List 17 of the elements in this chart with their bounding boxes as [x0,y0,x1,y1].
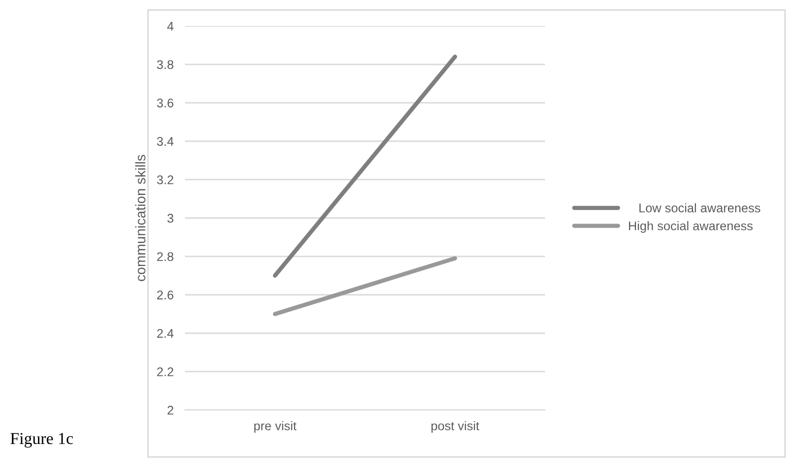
caption: Figure 1c [10,432,73,448]
y-tick-label: 3.4 [156,137,174,146]
legend-label: High social awareness [629,221,753,233]
y-tick-label: 3.6 [156,98,174,108]
y-tick-label: 2.6 [157,290,174,300]
y-tick-label: 2.2 [157,367,174,376]
legend-label: Low social awareness [639,203,760,212]
y-tick-label: 4 [167,22,174,31]
y-tick-label: 2.4 [157,329,174,338]
x-tick-label: pre visit [254,421,296,433]
y-axis-title: communication skills [135,154,146,282]
y-tick-label: 3.2 [156,175,174,184]
y-tick-label: 2.8 [157,252,174,262]
y-tick-label: 3 [167,214,174,223]
y-tick-label: 3.8 [156,60,174,70]
y-tick-label: 2 [168,406,174,415]
x-tick-label: post visit [431,421,480,433]
